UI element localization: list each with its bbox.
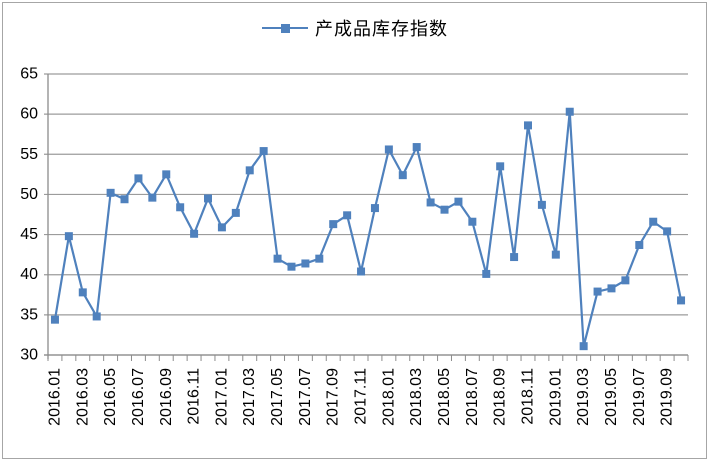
data-point [329,220,338,229]
data-point [426,198,435,207]
x-axis-tick-label: 2016.01 [46,368,63,426]
x-axis-tick-label: 2018.09 [492,368,509,426]
data-point [301,259,310,268]
y-axis-tick-label: 60 [20,106,38,123]
x-axis-tick-label: 2017.11 [353,368,370,425]
data-point [217,223,226,232]
data-point [496,162,505,171]
y-axis-tick-label: 35 [20,306,38,323]
data-point [190,229,199,238]
data-point [64,232,73,241]
x-axis-tick-label: 2017.05 [269,368,286,426]
data-point [649,217,658,226]
data-point [565,107,574,116]
data-point [231,208,240,217]
x-axis-tick-label: 2016.05 [102,368,119,426]
data-point [663,227,672,236]
data-point [398,171,407,180]
y-axis-tick-label: 50 [20,186,38,203]
data-point [551,250,560,259]
y-axis-tick-label: 30 [20,347,38,364]
x-axis-tick-label: 2017.07 [297,368,314,426]
legend-marker-icon [262,24,308,33]
y-axis-tick-label: 45 [20,226,38,243]
data-point [245,166,254,175]
x-axis-tick-label: 2017.03 [241,368,258,426]
x-axis-tick-label: 2019.09 [659,368,676,426]
data-point [677,296,686,305]
x-axis-tick-label: 2019.05 [603,368,620,426]
x-axis-tick-label: 2017.01 [213,368,230,426]
data-point [148,193,157,202]
data-point [482,269,491,278]
data-point [343,211,352,220]
x-axis-tick-label: 2018.11 [520,368,537,425]
data-point [593,287,602,296]
data-point [50,315,59,324]
x-axis-tick-label: 2016.09 [158,368,175,426]
chart-legend: 产成品库存指数 [0,15,710,41]
data-point [621,276,630,285]
legend-series-label: 产成品库存指数 [315,19,448,39]
data-point [537,200,546,209]
x-axis-tick-label: 2017.09 [325,368,342,426]
series-line [53,110,683,348]
data-point [440,205,449,214]
x-axis-tick-label: 2016.03 [74,368,91,426]
x-axis-tick-label: 2019.07 [631,368,648,426]
data-point [78,288,87,297]
x-axis-tick-label: 2018.07 [464,368,481,426]
y-axis-tick-label: 65 [20,66,38,83]
data-point [454,197,463,206]
x-axis-tick-label: 2016.11 [186,368,203,425]
data-point [273,254,282,263]
x-axis-tick-label: 2016.07 [130,368,147,426]
data-point [468,217,477,226]
data-point [579,342,588,351]
data-point [315,254,324,263]
data-point [287,262,296,271]
data-point [176,203,185,212]
data-point [384,145,393,154]
data-point [134,174,143,183]
data-point [412,143,421,152]
y-axis-tick-label: 55 [20,146,38,163]
data-point [370,204,379,213]
data-point [259,147,268,156]
data-point [162,170,171,179]
data-point [92,312,101,321]
x-axis-tick-label: 2018.03 [408,368,425,426]
data-point [524,121,532,130]
data-point [357,267,366,276]
data-point [204,194,212,203]
x-axis-tick-label: 2018.01 [380,368,397,426]
x-axis-tick-label: 2018.05 [436,368,453,426]
data-point [635,241,644,250]
data-point [510,253,519,262]
data-point [106,188,115,197]
x-axis-tick-label: 2019.01 [547,368,564,426]
data-point [607,284,616,293]
x-axis-tick-label: 2019.03 [575,368,592,426]
data-point [120,195,129,204]
y-axis-tick-label: 40 [20,266,38,283]
